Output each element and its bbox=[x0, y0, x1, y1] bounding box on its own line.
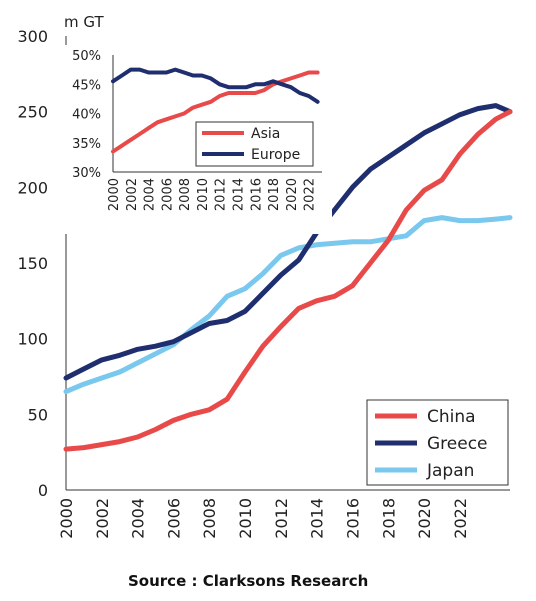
main-x-tick-2000: 2000 bbox=[57, 498, 76, 539]
inset-series-line-asia bbox=[111, 70, 320, 154]
inset-y-tick-45-: 45% bbox=[72, 78, 101, 93]
inset-legend bbox=[195, 121, 314, 167]
series-line-greece bbox=[63, 103, 513, 381]
inset-x-tick-2000: 2000 bbox=[107, 178, 122, 211]
main-y-tick-200: 200 bbox=[17, 178, 48, 197]
inset-x-tick-2006: 2006 bbox=[160, 178, 175, 211]
main-x-tick-2002: 2002 bbox=[93, 498, 112, 539]
main-x-tick-2018: 2018 bbox=[379, 498, 398, 539]
series-line-japan bbox=[63, 215, 513, 395]
main-y-tick-100: 100 bbox=[17, 330, 48, 349]
source-caption: Source : Clarksons Research bbox=[128, 572, 369, 590]
main-x-tick-2006: 2006 bbox=[164, 498, 183, 539]
inset-legend-label-asia: Asia bbox=[251, 126, 280, 142]
inset-x-tick-2020: 2020 bbox=[285, 178, 300, 211]
inset-y-tick-50-: 50% bbox=[72, 49, 101, 64]
inset-y-tick-35-: 35% bbox=[72, 137, 101, 152]
inset-x-tick-2004: 2004 bbox=[143, 178, 158, 211]
inset-x-tick-2022: 2022 bbox=[303, 178, 318, 211]
inset-x-tick-2016: 2016 bbox=[249, 178, 264, 211]
main-x-tick-2012: 2012 bbox=[272, 498, 291, 539]
main-x-tick-2010: 2010 bbox=[236, 498, 255, 539]
main-y-tick-0: 0 bbox=[38, 481, 48, 500]
main-y-tick-300: 300 bbox=[17, 27, 48, 46]
inset-x-tick-2010: 2010 bbox=[196, 178, 211, 211]
series-line-china bbox=[63, 109, 513, 452]
main-x-tick-2014: 2014 bbox=[308, 498, 327, 539]
legend-label-china: China bbox=[427, 407, 476, 427]
inset-legend-label-europe: Europe bbox=[251, 147, 300, 163]
inset-x-tick-2018: 2018 bbox=[267, 178, 282, 211]
main-x-tick-2008: 2008 bbox=[200, 498, 219, 539]
legend-label-greece: Greece bbox=[427, 434, 488, 454]
inset-x-tick-2002: 2002 bbox=[125, 178, 140, 211]
main-x-tick-2020: 2020 bbox=[415, 498, 434, 539]
main-x-tick-2016: 2016 bbox=[343, 498, 362, 539]
main-x-tick-2022: 2022 bbox=[451, 498, 470, 539]
inset-x-tick-2008: 2008 bbox=[178, 178, 193, 211]
main-y-tick-50: 50 bbox=[28, 405, 48, 424]
legend-label-japan: Japan bbox=[426, 461, 474, 481]
main-unit-label: m GT bbox=[64, 13, 104, 31]
main-x-tick-2004: 2004 bbox=[129, 498, 148, 539]
inset-x-tick-2012: 2012 bbox=[214, 178, 229, 211]
inset-y-tick-40-: 40% bbox=[72, 108, 101, 123]
main-y-tick-150: 150 bbox=[17, 254, 48, 273]
inset-x-tick-2014: 2014 bbox=[232, 178, 247, 211]
main-y-tick-250: 250 bbox=[17, 103, 48, 122]
inset-y-tick-30-: 30% bbox=[72, 166, 101, 181]
inset-series-line-europe bbox=[111, 67, 320, 104]
